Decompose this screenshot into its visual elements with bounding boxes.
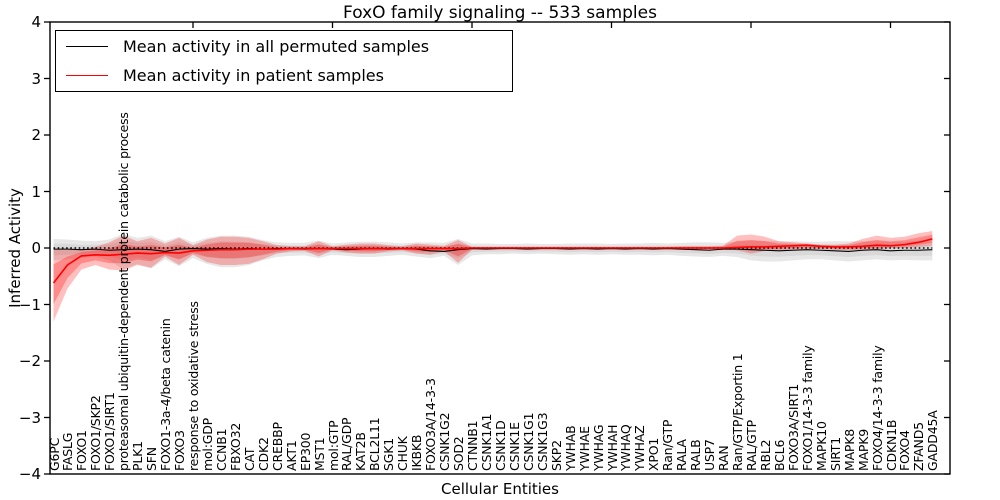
x-tick-label: GADD45A — [925, 410, 941, 471]
x-tick-label: mol:GTP — [325, 420, 341, 471]
x-tick-label: AKT1 — [283, 440, 299, 471]
x-tick-label: mol:GDP — [199, 418, 215, 471]
x-tick-label: FOXO3A/14-3-3 — [423, 378, 439, 471]
x-axis-label: Cellular Entities — [441, 480, 559, 498]
x-tick-label: XPO1 — [646, 437, 662, 471]
x-tick-label: USP7 — [702, 439, 718, 471]
x-tick-label: MAPK9 — [855, 428, 871, 471]
x-tick-label: CSNK1G3 — [534, 412, 550, 471]
x-tick-label: YWHAQ — [618, 424, 634, 471]
x-tick-label: CDK2 — [255, 437, 271, 471]
x-tick-label: CSNK1E — [506, 422, 522, 471]
x-tick-label: CSNK1G1 — [520, 412, 536, 471]
x-tick-label: RAL/GTP — [744, 420, 759, 471]
x-tick-label: FOXO4 — [897, 430, 913, 471]
x-tick-label: FOXO1/14-3-3 family — [799, 345, 815, 471]
y-tick-label: 4 — [31, 13, 41, 31]
x-tick-label: FOXO3A/SIRT1 — [785, 383, 801, 471]
y-tick-label: −4 — [18, 465, 41, 483]
x-tick-label: CDKN1B — [883, 419, 899, 471]
y-tick-label: −3 — [18, 408, 41, 427]
x-tick-label: FOXO4/14-3-3 family — [869, 345, 885, 471]
x-tick-label: MAPK10 — [813, 421, 829, 471]
x-tick-label: proteasomal ubiquitin-dependent protein … — [116, 112, 132, 471]
x-tick-label: PLK1 — [130, 441, 146, 471]
legend-label-patient: Mean activity in patient samples — [123, 65, 384, 85]
x-tick-label: CSNK1D — [492, 420, 508, 471]
x-tick-label: BCL6 — [771, 439, 787, 471]
x-tick-label: G6PC — [46, 437, 62, 471]
x-tick-label: YWHAG — [590, 424, 606, 471]
x-tick-label: CAT — [241, 447, 257, 471]
y-tick-label: 0 — [31, 239, 41, 257]
x-tick-label: CTNNB1 — [465, 420, 480, 471]
x-tick-label: FOXO1/SKP2 — [88, 395, 104, 471]
x-tick-label: MAPK8 — [841, 428, 857, 471]
y-tick-label: −2 — [18, 352, 41, 370]
permuted-band-outer — [53, 233, 933, 270]
x-tick-label: Ran/GTP — [660, 419, 676, 471]
x-tick-label: FOXO1/SIRT1 — [102, 392, 118, 471]
x-tick-label: IKBKB — [409, 434, 425, 471]
x-tick-label: RAN — [716, 445, 732, 471]
x-tick-label: RBL2 — [757, 439, 773, 471]
x-tick-label: YWHAE — [576, 426, 592, 471]
permuted-mean-line — [53, 248, 933, 252]
x-tick-label: Ran/GTP/Exportin 1 — [730, 353, 746, 471]
legend-line-patient-sample — [66, 74, 108, 76]
x-tick-label: ZFAND5 — [911, 422, 927, 471]
x-tick-label: SGK1 — [381, 438, 397, 471]
x-tick-label: MST1 — [311, 437, 327, 471]
x-tick-label: response to oxidative stress — [186, 301, 201, 471]
y-tick-label: 1 — [31, 182, 41, 201]
patient-band-inner — [53, 234, 933, 305]
x-tick-label: FBXO32 — [227, 422, 243, 471]
x-tick-label: FOXO3 — [172, 430, 188, 471]
x-tick-label: SKP2 — [548, 440, 564, 471]
x-tick-label: CREBBP — [269, 422, 285, 471]
x-tick-label: CSNK1G2 — [437, 412, 453, 471]
x-tick-label: YWHAB — [562, 425, 578, 471]
patient-mean-line — [52, 238, 933, 284]
x-tick-label: BCL2L11 — [367, 417, 383, 471]
x-tick-label: YWHAZ — [632, 425, 648, 471]
x-tick-label: YWHAH — [604, 424, 620, 471]
permuted-band-inner — [53, 240, 933, 261]
legend-label-permuted: Mean activity in all permuted samples — [123, 37, 430, 57]
x-tick-label: RAL/GDP — [339, 417, 355, 471]
x-tick-label: RALA — [674, 439, 690, 471]
x-tick-label: SIRT1 — [827, 437, 843, 471]
legend-line-permuted-sample — [66, 46, 108, 48]
x-tick-label: CSNK1A1 — [478, 413, 494, 471]
x-tick-label: FOXO1-3a-4/beta catenin — [158, 318, 174, 471]
legend-row-permuted: Mean activity in all permuted samples — [56, 34, 512, 60]
chart-title: FoxO family signaling -- 533 samples — [343, 3, 657, 23]
legend: Mean activity in all permuted samples Me… — [55, 30, 513, 92]
y-tick-label: −1 — [18, 295, 41, 314]
patient-band-outer — [53, 231, 933, 322]
y-tick-label: 3 — [31, 69, 41, 88]
x-tick-label: RALB — [688, 439, 704, 471]
x-tick-label: FASLG — [60, 432, 76, 471]
x-tick-label: SFN — [144, 447, 160, 471]
legend-row-patient: Mean activity in patient samples — [56, 62, 512, 88]
x-tick-label: FOXO1 — [74, 430, 90, 471]
x-tick-label: CCNB1 — [213, 428, 229, 471]
x-tick-label: CHUK — [395, 436, 411, 471]
x-tick-label: SOD2 — [451, 436, 467, 471]
x-tick-label: KAT2B — [353, 432, 369, 471]
y-tick-label: 2 — [31, 126, 41, 144]
x-tick-label: EP300 — [297, 432, 313, 471]
